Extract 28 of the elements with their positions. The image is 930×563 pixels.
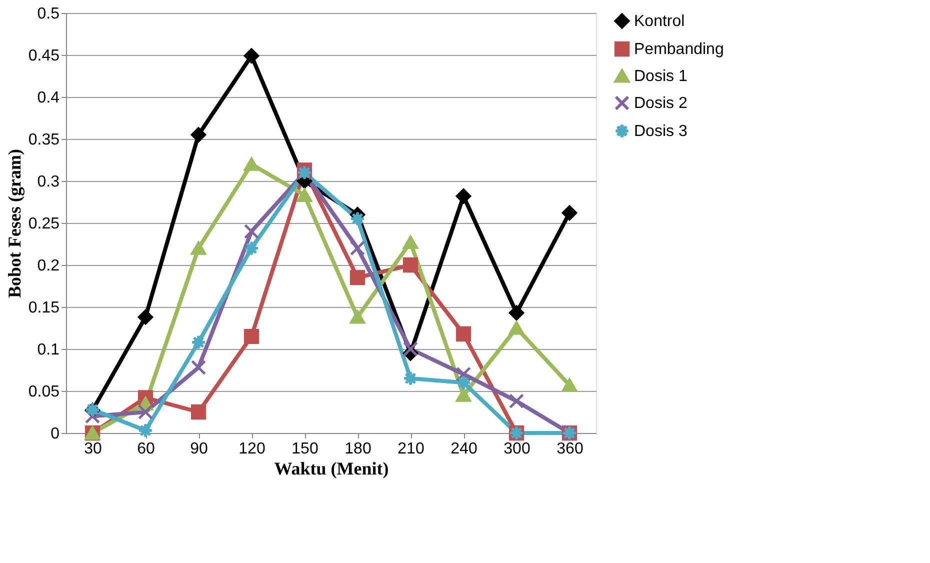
legend-label: Dosis 1 (634, 68, 688, 85)
y-tick-label: 0 (50, 426, 60, 442)
x-tick-label: 300 (504, 440, 530, 458)
y-tick-label: 0.5 (37, 6, 60, 22)
x-tick-label: 30 (84, 440, 102, 458)
x-tick-label: 90 (190, 440, 208, 458)
x-tick-label: 360 (556, 440, 584, 458)
legend-label: Dosis 3 (634, 123, 688, 140)
y-tick-label: 0.4 (37, 90, 60, 106)
y-tick-label: 0.1 (37, 342, 60, 358)
y-tick-label: 0.05 (28, 384, 60, 400)
y-tick-label: 0.2 (37, 258, 60, 274)
y-tick-label: 0.45 (28, 48, 60, 64)
y-tick-label: 0.3 (37, 174, 60, 190)
x-tick-label: 240 (450, 440, 478, 458)
y-tick-label: 0.35 (28, 132, 60, 148)
y-tick-label: 0.15 (28, 300, 60, 316)
x-tick-label: 60 (137, 440, 155, 458)
x-tick-label: 210 (398, 440, 424, 458)
y-axis-title: Bobot Feses (gram) (4, 149, 24, 298)
y-tick-label: 0.25 (28, 216, 60, 232)
x-tick-label: 150 (292, 440, 318, 458)
legend-label: Pembanding (634, 41, 724, 58)
x-tick-label: 120 (238, 440, 266, 458)
x-tick-label: 180 (344, 440, 372, 458)
legend-label: Kontrol (634, 13, 685, 30)
legend-label: Dosis 2 (634, 95, 688, 112)
x-axis-title: Waktu (Menit) (274, 458, 389, 478)
